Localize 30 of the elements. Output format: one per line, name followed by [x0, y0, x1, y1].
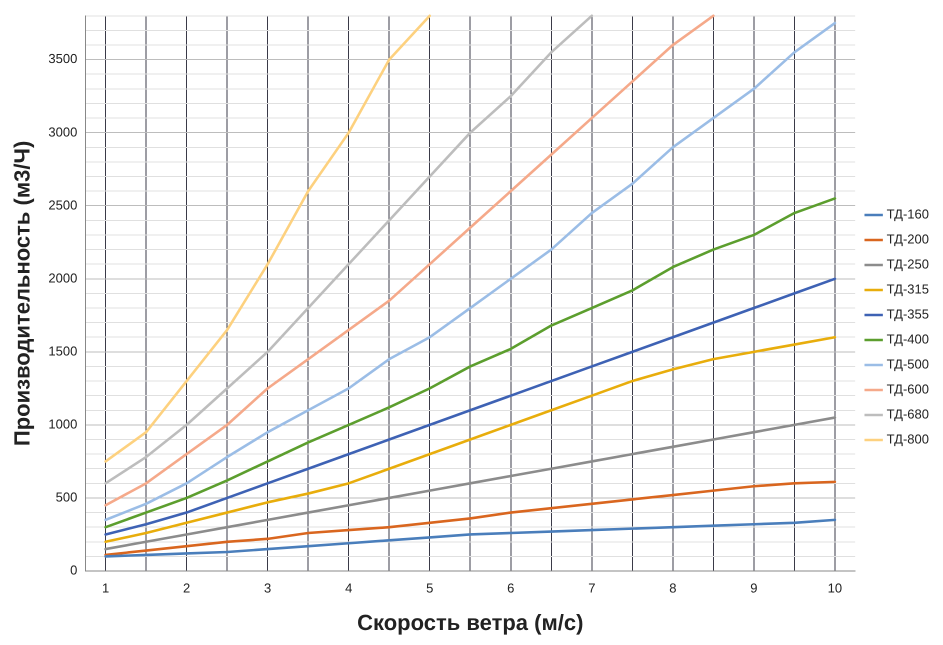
- y-tick-label: 1000: [48, 416, 78, 432]
- x-tick-label: 2: [183, 580, 190, 596]
- y-tick-label: 2000: [48, 270, 78, 286]
- x-tick-label: 10: [828, 580, 842, 596]
- x-tick-label: 5: [426, 580, 434, 596]
- y-tick-label: 2500: [48, 197, 78, 212]
- legend-label: ТД-500: [886, 356, 930, 372]
- y-tick-label: 1500: [48, 343, 78, 358]
- legend-label: ТД-315: [886, 282, 930, 297]
- legend-label: ТД-800: [886, 432, 930, 447]
- x-tick-label: 3: [264, 580, 272, 596]
- legend-label: ТД-160: [886, 206, 930, 222]
- x-tick-label: 4: [345, 580, 352, 596]
- x-tick-label: 8: [669, 580, 676, 596]
- x-tick-label: 7: [588, 580, 596, 596]
- legend-label: ТД-250: [886, 256, 930, 272]
- legend-label: ТД-680: [886, 406, 930, 422]
- legend-label: ТД-400: [886, 332, 930, 347]
- legend-label: ТД-600: [886, 382, 930, 397]
- y-tick-label: 3000: [48, 124, 78, 140]
- y-tick-label: 3500: [48, 51, 78, 66]
- x-axis-title: Скорость ветра (м/с): [357, 610, 584, 635]
- y-tick-label: 500: [56, 490, 78, 505]
- x-tick-label: 9: [750, 580, 758, 596]
- y-axis-title: Производительность (м3/Ч): [9, 140, 34, 446]
- y-tick-label: 0: [70, 562, 78, 578]
- x-tick-label: 1: [102, 580, 110, 596]
- x-tick-label: 6: [507, 580, 514, 596]
- legend-label: ТД-200: [886, 232, 930, 247]
- legend-label: ТД-355: [886, 306, 930, 322]
